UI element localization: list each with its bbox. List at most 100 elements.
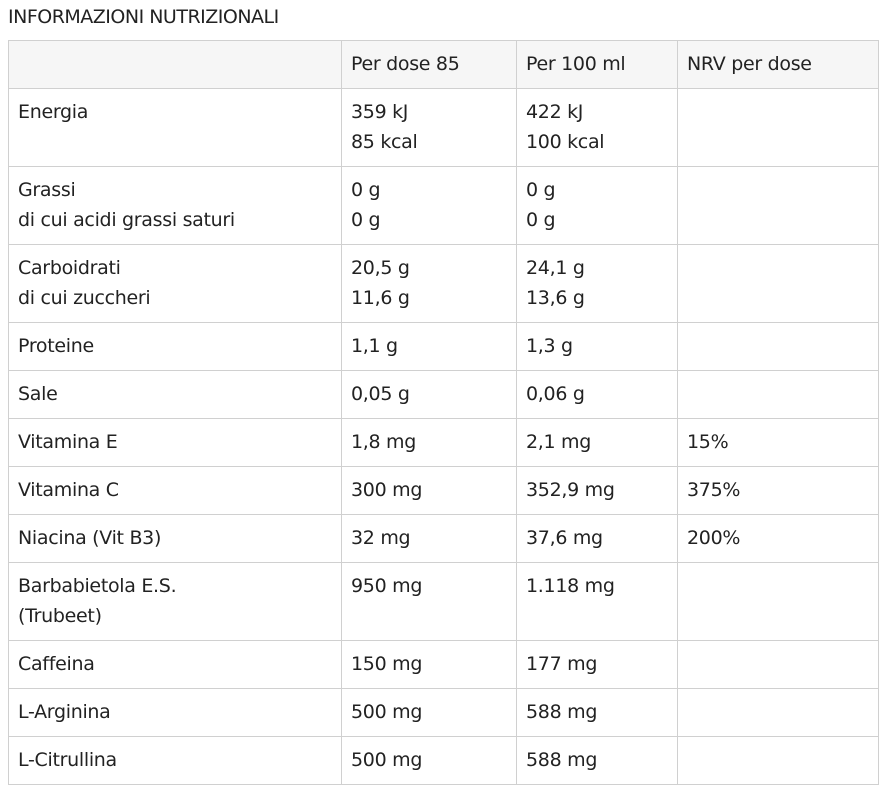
table-cell: 150 mg: [341, 640, 517, 689]
table-cell: 500 mg: [341, 688, 517, 737]
table-cell: 2,1 mg: [516, 418, 678, 467]
table-cell: [677, 370, 879, 419]
table-cell: L-Citrullina: [8, 736, 342, 785]
cell-line: 0 g: [351, 179, 381, 201]
table-cell: Barbabietola E.S. (Trubeet): [8, 562, 342, 641]
table-cell: [677, 166, 879, 245]
cell-line: (Trubeet): [18, 605, 102, 627]
cell-line: Proteine: [18, 335, 94, 357]
table-row: Sale 0,05 g 0,06 g: [8, 370, 879, 419]
cell-line: 375%: [687, 479, 741, 501]
nutrition-table: Per dose 85 Per 100 ml NRV per dose Energi…: [8, 40, 879, 785]
table-row: Carboidrati di cui zuccheri 20,5 g 11,6 g 24…: [8, 244, 879, 323]
table-cell: Vitamina C: [8, 466, 342, 515]
cell-line: Barbabietola E.S.: [18, 575, 177, 597]
table-cell: 15%: [677, 418, 879, 467]
table-cell: [677, 736, 879, 785]
cell-line: 200%: [687, 527, 741, 549]
cell-line: Caffeina: [18, 653, 95, 675]
table-cell: [677, 322, 879, 371]
cell-line: di cui zuccheri: [18, 287, 151, 309]
cell-line: 588 mg: [526, 701, 598, 723]
table-cell: 0,06 g: [516, 370, 678, 419]
table-cell: 422 kJ 100 kcal: [516, 88, 678, 167]
cell-line: 500 mg: [351, 701, 423, 723]
cell-line: 32 mg: [351, 527, 411, 549]
cell-line: 177 mg: [526, 653, 598, 675]
table-row: Barbabietola E.S. (Trubeet) 950 mg 1.118 mg: [8, 562, 879, 641]
cell-line: 1.118 mg: [526, 575, 615, 597]
cell-line: 0,06 g: [526, 383, 585, 405]
table-cell: Sale: [8, 370, 342, 419]
cell-line: 950 mg: [351, 575, 423, 597]
table-cell: 1,3 g: [516, 322, 678, 371]
header-cell: Per 100 ml: [516, 40, 678, 89]
table-cell: [677, 640, 879, 689]
table-row: Vitamina C 300 mg 352,9 mg 375%: [8, 466, 879, 515]
cell-line: Niacina (Vit B3): [18, 527, 162, 549]
table-cell: [677, 688, 879, 737]
cell-line: 0 g: [526, 179, 556, 201]
cell-line: 1,3 g: [526, 335, 573, 357]
cell-line: 300 mg: [351, 479, 423, 501]
cell-line: 24,1 g: [526, 257, 585, 279]
cell-line: 13,6 g: [526, 287, 585, 309]
table-cell: [677, 88, 879, 167]
cell-line: 15%: [687, 431, 729, 453]
table-cell: 177 mg: [516, 640, 678, 689]
cell-line: 100 kcal: [526, 131, 605, 153]
header-cell: NRV per dose: [677, 40, 879, 89]
table-cell: Caffeina: [8, 640, 342, 689]
table-cell: 32 mg: [341, 514, 517, 563]
table-cell: 500 mg: [341, 736, 517, 785]
table-cell: Vitamina E: [8, 418, 342, 467]
table-cell: 24,1 g 13,6 g: [516, 244, 678, 323]
table-cell: 200%: [677, 514, 879, 563]
cell-line: 500 mg: [351, 749, 423, 771]
header-cell: Per dose 85: [341, 40, 517, 89]
table-cell: Grassi di cui acidi grassi saturi: [8, 166, 342, 245]
header-cell: [8, 40, 342, 89]
cell-line: Sale: [18, 383, 58, 405]
table-cell: Energia: [8, 88, 342, 167]
table-cell: Proteine: [8, 322, 342, 371]
cell-line: 0 g: [351, 209, 381, 231]
cell-line: 1,8 mg: [351, 431, 417, 453]
cell-line: 37,6 mg: [526, 527, 603, 549]
cell-line: Vitamina E: [18, 431, 118, 453]
cell-line: Carboidrati: [18, 257, 121, 279]
title: INFORMAZIONI NUTRIZIONALI: [8, 6, 279, 28]
cell-line: 20,5 g: [351, 257, 410, 279]
table-row: Caffeina 150 mg 177 mg: [8, 640, 879, 689]
table-cell: 375%: [677, 466, 879, 515]
cell-line: L-Citrullina: [18, 749, 117, 771]
table-cell: Carboidrati di cui zuccheri: [8, 244, 342, 323]
table-cell: 359 kJ 85 kcal: [341, 88, 517, 167]
cell-line: L-Arginina: [18, 701, 111, 723]
cell-line: 1,1 g: [351, 335, 398, 357]
table-body: Energia 359 kJ 85 kcal 422 kJ 100 kcal Grassi…: [8, 88, 879, 785]
cell-line: Grassi: [18, 179, 76, 201]
table-cell: 950 mg: [341, 562, 517, 641]
table-cell: 352,9 mg: [516, 466, 678, 515]
table-cell: L-Arginina: [8, 688, 342, 737]
table-cell: 300 mg: [341, 466, 517, 515]
table-cell: 588 mg: [516, 736, 678, 785]
cell-line: 422 kJ: [526, 101, 584, 123]
table-cell: 20,5 g 11,6 g: [341, 244, 517, 323]
table-row: Energia 359 kJ 85 kcal 422 kJ 100 kcal: [8, 88, 879, 167]
table-cell: Niacina (Vit B3): [8, 514, 342, 563]
cell-line: 352,9 mg: [526, 479, 615, 501]
table-row: Proteine 1,1 g 1,3 g: [8, 322, 879, 371]
cell-line: 2,1 mg: [526, 431, 592, 453]
cell-line: 0,05 g: [351, 383, 410, 405]
cell-line: 0 g: [526, 209, 556, 231]
table-cell: 37,6 mg: [516, 514, 678, 563]
table-cell: 0,05 g: [341, 370, 517, 419]
cell-line: di cui acidi grassi saturi: [18, 209, 235, 231]
table-cell: 1,8 mg: [341, 418, 517, 467]
